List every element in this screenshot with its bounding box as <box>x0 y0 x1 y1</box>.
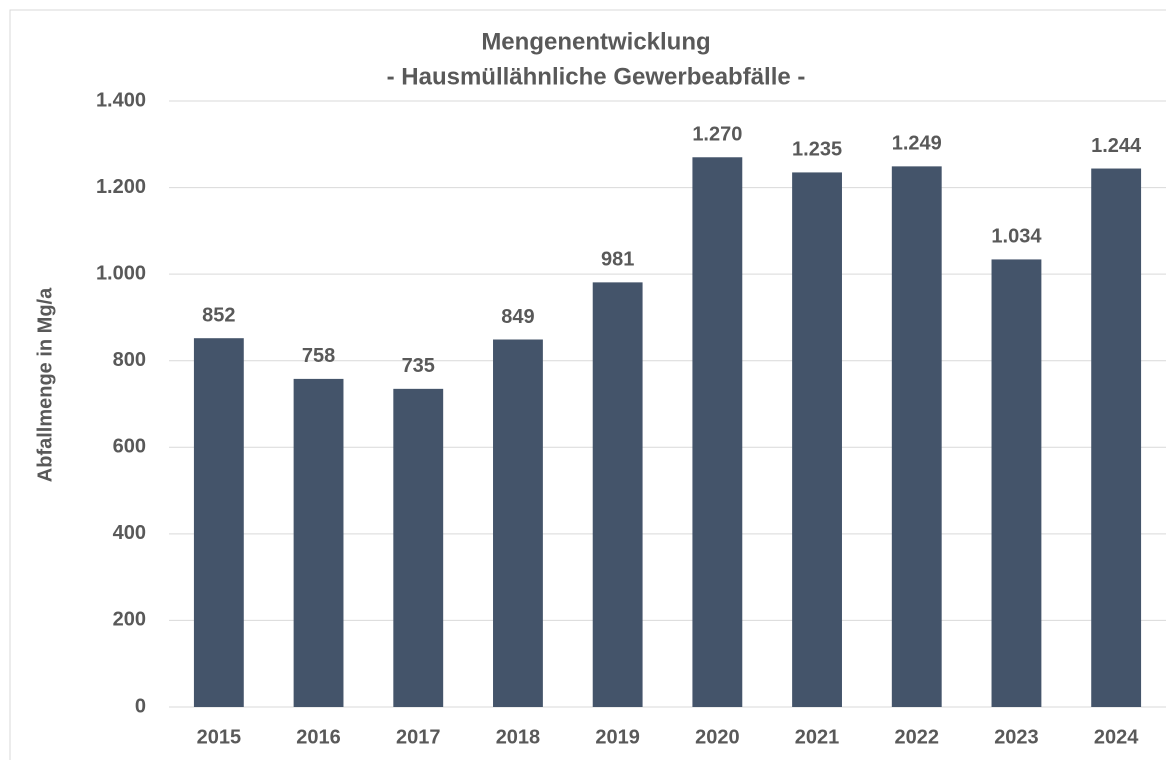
data-label: 1.270 <box>692 124 742 146</box>
data-label: 735 <box>402 355 435 377</box>
bar <box>193 338 244 707</box>
bar <box>293 378 344 707</box>
y-tick-label: 400 <box>113 522 146 544</box>
y-axis-label: Abfallmenge in Mg/a <box>34 287 56 482</box>
y-tick-label: 800 <box>113 349 146 371</box>
data-label: 758 <box>302 345 335 367</box>
x-tick-label: 2018 <box>496 726 541 748</box>
data-label: 1.034 <box>991 226 1042 248</box>
x-tick-label: 2015 <box>197 726 242 748</box>
bar <box>891 166 942 707</box>
bar <box>493 339 543 707</box>
bar <box>1091 168 1142 708</box>
x-tick-label: 2017 <box>396 726 441 748</box>
bar <box>393 388 444 707</box>
x-tick-label: 2021 <box>795 726 840 748</box>
data-label: 1.235 <box>792 139 842 161</box>
x-tick-label: 2019 <box>595 726 640 748</box>
y-tick-label: 200 <box>113 609 146 631</box>
bar <box>792 172 842 707</box>
x-tick-label: 2020 <box>695 726 740 748</box>
y-tick-label: 1.200 <box>96 176 146 198</box>
bar <box>991 259 1042 707</box>
x-tick-label: 2022 <box>895 726 940 748</box>
chart-title: Mengenentwicklung <box>481 28 710 55</box>
x-tick-label: 2024 <box>1094 726 1139 748</box>
chart-frame <box>9 9 1166 760</box>
y-tick-label: 1.400 <box>96 89 146 111</box>
data-label: 849 <box>501 306 534 328</box>
y-tick-label: 1.000 <box>96 262 146 284</box>
data-label: 1.249 <box>892 133 942 155</box>
bar <box>592 282 643 707</box>
y-tick-label: 600 <box>113 436 146 458</box>
x-tick-label: 2016 <box>296 726 341 748</box>
y-tick-label: 0 <box>135 695 146 717</box>
data-label: 852 <box>202 304 235 326</box>
data-label: 981 <box>601 249 634 271</box>
chart-subtitle: - Hausmüllähnliche Gewerbeabfälle - <box>387 63 806 90</box>
data-label: 1.244 <box>1091 135 1142 157</box>
bar <box>692 157 743 707</box>
x-tick-label: 2023 <box>994 726 1039 748</box>
